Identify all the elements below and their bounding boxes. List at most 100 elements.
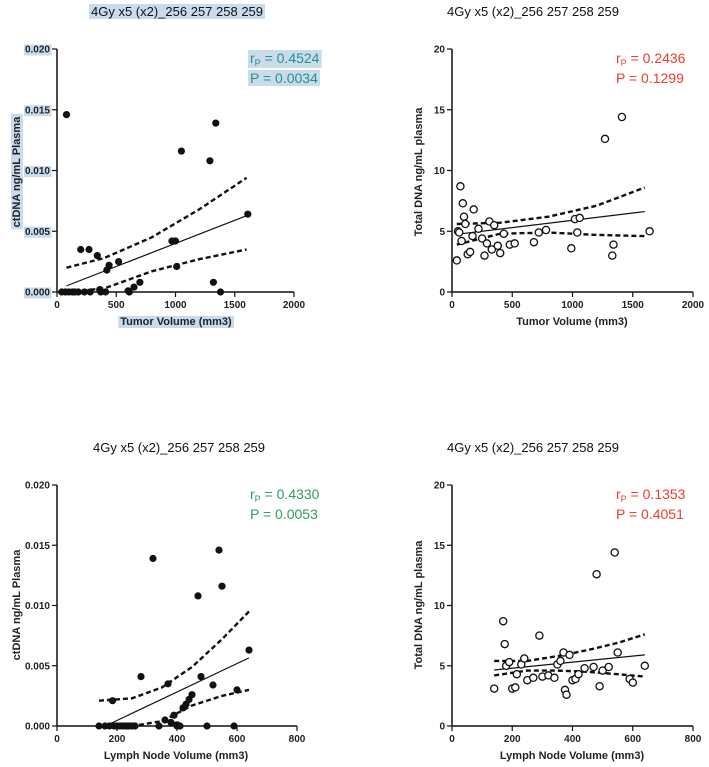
y-tick-label: 0.005 — [25, 661, 50, 672]
data-point — [458, 199, 468, 208]
y-axis-label: ctDNA ng/mL Plasma — [11, 116, 23, 228]
x-axis-label: Lymph Node Volume (mm3) — [500, 750, 645, 762]
data-point — [86, 288, 94, 296]
data-point — [136, 278, 144, 286]
chart-title: 4Gy x5 (x2)_256 257 258 259 — [447, 4, 620, 19]
data-point — [149, 554, 157, 563]
x-tick-label: 800 — [289, 734, 306, 745]
x-tick-label: 600 — [229, 734, 246, 745]
chart-panel-ctdna-tumor: 4Gy x5 (x2)_256 257 258 259 0.000 0.005 0.… — [0, 0, 354, 383]
data-point — [610, 548, 619, 557]
tick-highlight — [23, 287, 52, 299]
data-point — [469, 205, 478, 214]
data-point — [645, 227, 654, 236]
p-value-text: P = 0.0034 — [250, 70, 318, 86]
data-point — [95, 722, 103, 730]
chart-panel-total-dna-lymph: 4Gy x5 (x2)_256 257 258 259 0 5 10 15 20 0 200… — [354, 383, 709, 767]
data-point — [203, 722, 211, 730]
data-point — [245, 646, 253, 654]
y-tick-label: 5 — [439, 227, 445, 238]
data-point — [167, 718, 175, 726]
x-tick-label: 600 — [624, 734, 641, 745]
data-point — [474, 224, 483, 234]
data-point — [574, 669, 583, 679]
y-axis-label: ctDNA ng/mL Plasma — [11, 549, 23, 661]
data-point — [93, 252, 101, 260]
data-point — [102, 288, 110, 296]
ci-lower-band — [494, 669, 645, 678]
data-point — [173, 262, 181, 271]
x-tick-label: 0 — [54, 300, 60, 311]
data-point — [105, 261, 113, 269]
data-point — [499, 229, 509, 238]
tick-highlight — [23, 105, 52, 117]
chart-panel-ctdna-lymph: 4Gy x5 (x2)_256 257 258 259 0.000 0.005 0.… — [0, 383, 354, 767]
ci-upper-band — [98, 610, 250, 702]
y-tick-label: 0.015 — [25, 541, 50, 552]
data-point — [511, 683, 520, 692]
data-point — [216, 288, 225, 296]
y-tick-label: 10 — [434, 601, 446, 612]
chart-panel-total-dna-tumor: 4Gy x5 (x2)_256 257 258 259 0 5 10 15 20 0 500… — [354, 0, 709, 383]
data-point — [244, 210, 252, 218]
data-point — [613, 648, 622, 657]
y-axis-label: Total DNA ng/mL plasma — [413, 107, 425, 237]
data-point — [62, 111, 71, 119]
y-tick-label: 0.020 — [25, 45, 50, 56]
data-point — [573, 228, 582, 237]
data-point — [171, 237, 180, 245]
data-point — [125, 288, 133, 296]
data-point — [465, 247, 475, 257]
x-tick-label: 1000 — [164, 300, 187, 311]
y-tick-label: 0.000 — [25, 722, 50, 733]
data-point — [550, 673, 559, 683]
data-point — [510, 239, 519, 248]
data-point — [461, 219, 470, 229]
y-axis-label: Total DNA ng/mL plasma — [413, 540, 425, 670]
data-point — [233, 686, 241, 694]
data-point — [459, 212, 469, 221]
data-point — [480, 251, 489, 260]
y-tick-label: 5 — [439, 661, 445, 672]
data-point — [520, 654, 529, 663]
x-tick-label: 500 — [108, 300, 125, 311]
data-point — [96, 286, 104, 294]
chart-title: 4Gy x5 (x2)_256 257 258 259 — [89, 4, 266, 19]
data-point — [493, 241, 503, 251]
y-tick-label: 0.010 — [25, 166, 50, 177]
data-point — [218, 582, 226, 590]
data-point — [628, 678, 638, 687]
p-value-text: P = 0.1299 — [616, 70, 684, 86]
y-tick-label: 10 — [434, 166, 446, 177]
data-point — [498, 616, 508, 626]
data-point — [85, 245, 93, 254]
data-point — [170, 711, 178, 719]
stats-annotation: rP = 0.2436 P = 0.1299 — [616, 50, 686, 86]
y-tick-label: 15 — [434, 541, 446, 552]
data-point — [194, 592, 202, 600]
data-point — [562, 690, 571, 699]
data-point — [617, 112, 627, 122]
data-point — [80, 288, 88, 296]
y-tick-label: 0 — [439, 722, 445, 733]
data-point — [206, 157, 214, 165]
x-tick-label: 200 — [109, 734, 126, 745]
tick-highlight — [23, 44, 52, 56]
data-point — [592, 569, 601, 579]
data-point — [534, 228, 544, 237]
y-tick-label: 20 — [434, 481, 446, 492]
data-point — [595, 681, 604, 691]
data-point — [176, 722, 184, 730]
x-tick-label: 1500 — [622, 300, 645, 311]
data-point — [77, 245, 85, 254]
ci-upper-band — [456, 186, 646, 226]
data-point — [504, 657, 514, 667]
x-tick-label: 500 — [504, 300, 521, 311]
data-point — [456, 182, 465, 191]
y-tick-label: 15 — [434, 105, 446, 116]
data-point — [188, 691, 196, 699]
data-point — [575, 213, 584, 223]
data-point — [489, 220, 499, 230]
x-tick-label: 400 — [169, 734, 186, 745]
